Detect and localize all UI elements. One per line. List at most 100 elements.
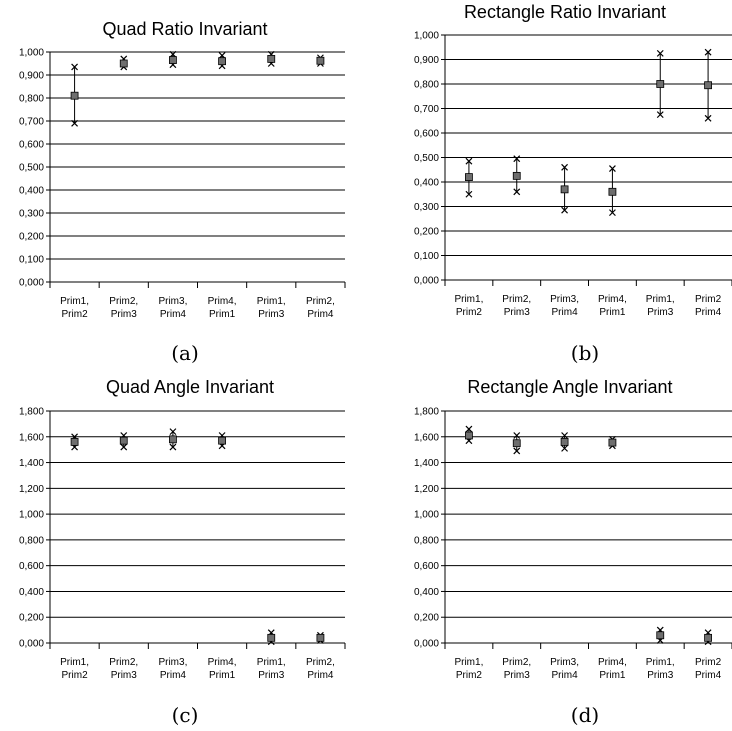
mean-point — [119, 436, 128, 445]
x-category-label: Prim3, — [158, 657, 187, 668]
y-tick-label: 0,800 — [19, 535, 44, 546]
x-category-label: Prim3 — [647, 670, 674, 681]
x-category-label: Prim1, — [646, 657, 675, 668]
max-marker — [656, 49, 664, 57]
max-marker — [561, 163, 569, 171]
y-tick-label: 0,600 — [414, 129, 439, 140]
mean-point — [267, 55, 276, 63]
y-tick-label: 0,600 — [414, 561, 439, 572]
max-marker — [513, 155, 521, 163]
y-tick-label: 1,400 — [19, 458, 44, 469]
mean-point — [656, 80, 665, 88]
x-category-label: Prim4 — [160, 309, 187, 320]
x-category-label: Prim3 — [504, 670, 531, 681]
x-category-label: Prim3, — [158, 296, 187, 307]
subfigure-caption: (d) — [571, 703, 599, 727]
mean-point — [512, 171, 521, 180]
mean-point — [560, 438, 569, 446]
min-marker — [71, 119, 79, 127]
x-category-label: Prim1 — [599, 670, 626, 681]
x-category-label: Prim4 — [552, 307, 579, 318]
max-marker — [561, 432, 569, 439]
y-tick-label: 0,200 — [414, 227, 439, 238]
mean-point — [465, 431, 473, 440]
mean-point — [512, 439, 521, 448]
y-tick-label: 1,000 — [414, 31, 439, 42]
x-category-label: Prim4 — [307, 670, 334, 681]
mean-point — [560, 185, 569, 194]
y-tick-label: 0,400 — [19, 587, 44, 598]
x-category-label: Prim2 — [695, 657, 722, 668]
mean-point — [169, 435, 177, 444]
y-tick-label: 0,200 — [19, 232, 44, 243]
chart-title: Rectangle Ratio Invariant — [464, 2, 666, 22]
y-tick-label: 1,000 — [19, 48, 44, 59]
x-category-label: Prim2, — [502, 657, 531, 668]
x-category-label: Prim4 — [307, 309, 334, 320]
x-category-label: Prim1, — [454, 657, 483, 668]
x-category-label: Prim2 — [456, 670, 483, 681]
chart-3: Quad Angle Invariant 0,000 0,200 0,400 0,600… — [19, 377, 346, 727]
y-tick-label: 0,100 — [414, 251, 439, 262]
x-category-label: Prim1, — [257, 657, 286, 668]
max-marker — [608, 165, 616, 172]
max-marker — [704, 48, 712, 56]
y-tick-label: 0,500 — [414, 153, 439, 164]
x-category-label: Prim1 — [209, 309, 236, 320]
y-tick-label: 0,500 — [19, 163, 44, 174]
y-tick-label: 1,800 — [19, 407, 44, 418]
y-tick-label: 0,700 — [19, 117, 44, 128]
y-tick-label: 0,700 — [414, 104, 439, 115]
chart-4: Rectangle Angle Invariant 0,000 0,200 0,400… — [414, 377, 732, 727]
min-marker — [513, 447, 521, 455]
y-tick-label: 0,000 — [19, 639, 44, 650]
y-tick-label: 0,900 — [414, 55, 439, 66]
mean-point — [169, 56, 177, 64]
min-marker — [465, 190, 473, 198]
y-tick-label: 1,200 — [414, 484, 439, 495]
x-category-label: Prim3 — [111, 670, 138, 681]
y-tick-label: 0,600 — [19, 140, 44, 151]
y-tick-label: 0,000 — [414, 639, 439, 650]
mean-point — [704, 81, 712, 90]
min-marker — [608, 209, 616, 217]
y-tick-label: 0,800 — [414, 80, 439, 91]
mean-point — [316, 56, 325, 65]
y-tick-label: 0,400 — [414, 587, 439, 598]
x-category-label: Prim4, — [208, 296, 237, 307]
x-category-label: Prim3 — [504, 307, 531, 318]
mean-point — [70, 91, 79, 100]
x-category-label: Prim2 — [695, 294, 722, 305]
y-tick-label: 0,400 — [19, 186, 44, 197]
x-category-label: Prim2, — [109, 657, 138, 668]
y-tick-label: 0,800 — [19, 94, 44, 105]
y-tick-label: 1,000 — [19, 510, 44, 521]
x-category-label: Prim2 — [456, 307, 483, 318]
mean-point — [316, 633, 325, 642]
x-category-label: Prim1, — [60, 296, 89, 307]
y-tick-label: 0,000 — [19, 278, 44, 289]
x-category-label: Prim4 — [552, 670, 579, 681]
y-tick-label: 0,600 — [19, 561, 44, 572]
mean-point — [608, 438, 617, 447]
x-category-label: Prim2, — [306, 296, 335, 307]
y-tick-label: 0,900 — [19, 71, 44, 82]
x-category-label: Prim1, — [646, 294, 675, 305]
x-category-label: Prim4, — [598, 294, 627, 305]
x-category-label: Prim2, — [502, 294, 531, 305]
chart-title: Quad Angle Invariant — [106, 377, 274, 397]
min-marker — [561, 444, 569, 452]
y-tick-label: 1,600 — [19, 432, 44, 443]
min-marker — [169, 443, 177, 451]
y-tick-label: 1,800 — [414, 407, 439, 418]
max-marker — [465, 157, 473, 165]
chart-title: Quad Ratio Invariant — [102, 19, 267, 39]
max-marker — [169, 428, 177, 436]
min-marker — [704, 114, 712, 122]
x-category-label: Prim3, — [550, 294, 579, 305]
x-category-label: Prim1 — [599, 307, 626, 318]
x-category-label: Prim4 — [695, 307, 722, 318]
x-category-label: Prim1, — [257, 296, 286, 307]
x-category-label: Prim2, — [306, 657, 335, 668]
